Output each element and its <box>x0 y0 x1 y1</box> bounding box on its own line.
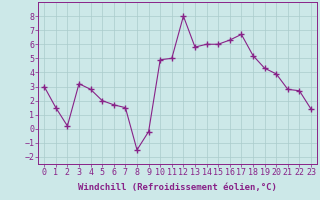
X-axis label: Windchill (Refroidissement éolien,°C): Windchill (Refroidissement éolien,°C) <box>78 183 277 192</box>
